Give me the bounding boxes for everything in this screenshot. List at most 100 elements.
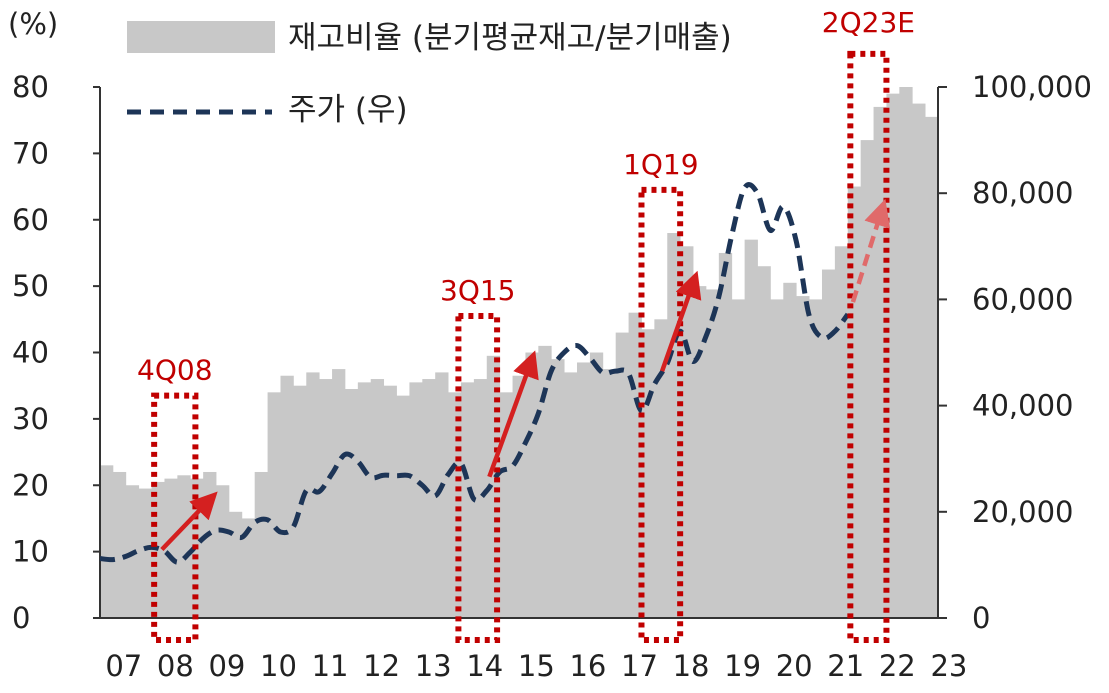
y-left-unit: (%) xyxy=(8,7,58,41)
bar-57 xyxy=(834,246,849,619)
legend: 재고비율 (분기평균재고/분기매출) 주가 (우) xyxy=(127,20,732,128)
bar-51 xyxy=(757,266,771,618)
bar-33 xyxy=(525,352,539,618)
y-left-tick-label: 80 xyxy=(12,70,49,104)
axes: 0 10 20 30 40 50 60 70 80 0 20,000 40,000 60,000 80,0… xyxy=(12,70,1092,683)
x-tick-label: 12 xyxy=(363,649,400,683)
bar-13 xyxy=(267,392,281,618)
bar-23 xyxy=(396,395,410,618)
annotation-label-2: 1Q19 xyxy=(623,148,698,181)
x-tick-label: 17 xyxy=(621,649,658,683)
annotation-label-3: 2Q23E xyxy=(822,6,915,39)
bar-36 xyxy=(564,372,578,618)
bar-52 xyxy=(770,299,784,618)
annotation-label-1: 3Q15 xyxy=(440,274,515,307)
bar-32 xyxy=(512,375,526,618)
bar-54 xyxy=(796,296,810,618)
bar-42 xyxy=(641,329,655,618)
bar-62 xyxy=(899,87,913,618)
bar-53 xyxy=(783,282,797,618)
bar-59 xyxy=(860,140,874,618)
annotation-box-2 xyxy=(638,186,684,643)
x-tick-label: 15 xyxy=(518,649,555,683)
annotation-box-1 xyxy=(455,312,501,643)
x-tick-label: 22 xyxy=(879,649,916,683)
y-right-tick-label: 0 xyxy=(972,601,990,635)
bar-0 xyxy=(100,465,114,618)
bar-9 xyxy=(216,485,230,618)
bar-3 xyxy=(138,488,152,618)
bar-6 xyxy=(177,475,191,618)
x-tick-label: 18 xyxy=(673,649,710,683)
stock-price-line xyxy=(99,182,850,565)
bar-63 xyxy=(912,103,926,618)
bar-50 xyxy=(744,239,758,618)
y-left-tick-label: 30 xyxy=(12,402,49,436)
bar-8 xyxy=(203,471,217,618)
annotation-arrow-3 xyxy=(850,198,891,303)
legend-bar-label: 재고비율 (분기평균재고/분기매출) xyxy=(288,20,732,56)
y-left-tick-label: 10 xyxy=(12,535,49,569)
bar-14 xyxy=(280,375,294,618)
bar-37 xyxy=(577,362,591,618)
legend-bar-swatch xyxy=(127,21,275,53)
bar-29 xyxy=(473,379,488,618)
bar-10 xyxy=(228,511,243,618)
x-tick-label: 13 xyxy=(415,649,452,683)
bar-58 xyxy=(847,186,862,618)
bar-27 xyxy=(448,392,462,618)
y-left-tick-label: 40 xyxy=(12,336,49,370)
bar-35 xyxy=(551,359,565,618)
annotation-arrow-0 xyxy=(160,491,218,552)
annotations: 4Q08 3Q15 1Q19 2Q23E xyxy=(137,6,915,643)
x-tick-label: 23 xyxy=(930,649,967,683)
bar-12 xyxy=(254,471,268,618)
annotation-label-0: 4Q08 xyxy=(137,354,212,387)
y-left-tick-label: 60 xyxy=(12,203,49,237)
bar-45 xyxy=(680,246,694,619)
x-tick-label: 19 xyxy=(724,649,761,683)
y-right-tick-label: 80,000 xyxy=(972,176,1073,210)
bar-28 xyxy=(460,382,475,618)
bar-43 xyxy=(654,319,668,618)
bar-49 xyxy=(731,299,746,618)
bar-20 xyxy=(357,382,372,618)
bar-40 xyxy=(615,332,629,618)
y-left-tick-label: 50 xyxy=(12,269,49,303)
annotation-arrow-1 xyxy=(487,350,539,478)
y-left-tick-label: 20 xyxy=(12,468,49,502)
bar-11 xyxy=(241,518,256,618)
bar-48 xyxy=(718,252,733,618)
bar-19 xyxy=(344,389,359,618)
bar-17 xyxy=(319,379,333,618)
bar-55 xyxy=(809,299,823,618)
y-left-tick-label: 70 xyxy=(12,136,49,170)
bar-25 xyxy=(422,379,436,618)
bar-64 xyxy=(925,116,939,619)
bar-47 xyxy=(705,289,720,618)
y-right-tick-label: 60,000 xyxy=(972,282,1073,316)
x-tick-label: 09 xyxy=(208,649,245,683)
bar-34 xyxy=(538,345,552,618)
bar-1 xyxy=(112,471,127,618)
legend-line-label: 주가 (우) xyxy=(288,92,408,128)
y-right-tick-label: 40,000 xyxy=(972,389,1073,423)
bar-16 xyxy=(306,372,320,618)
x-tick-label: 10 xyxy=(260,649,297,683)
bar-21 xyxy=(370,379,385,618)
x-tick-label: 07 xyxy=(105,649,142,683)
stock-price-path xyxy=(99,182,850,565)
x-tick-label: 16 xyxy=(569,649,606,683)
bar-56 xyxy=(821,269,836,618)
bar-22 xyxy=(383,385,397,618)
bar-46 xyxy=(693,286,707,618)
bar-5 xyxy=(164,478,178,618)
x-tick-label: 14 xyxy=(466,649,503,683)
inventory-ratio-bars xyxy=(100,87,939,619)
bar-38 xyxy=(589,352,604,618)
x-tick-label: 21 xyxy=(827,649,864,683)
annotation-arrow-2 xyxy=(659,270,702,372)
y-right-tick-label: 20,000 xyxy=(972,495,1073,529)
bar-24 xyxy=(409,382,423,618)
